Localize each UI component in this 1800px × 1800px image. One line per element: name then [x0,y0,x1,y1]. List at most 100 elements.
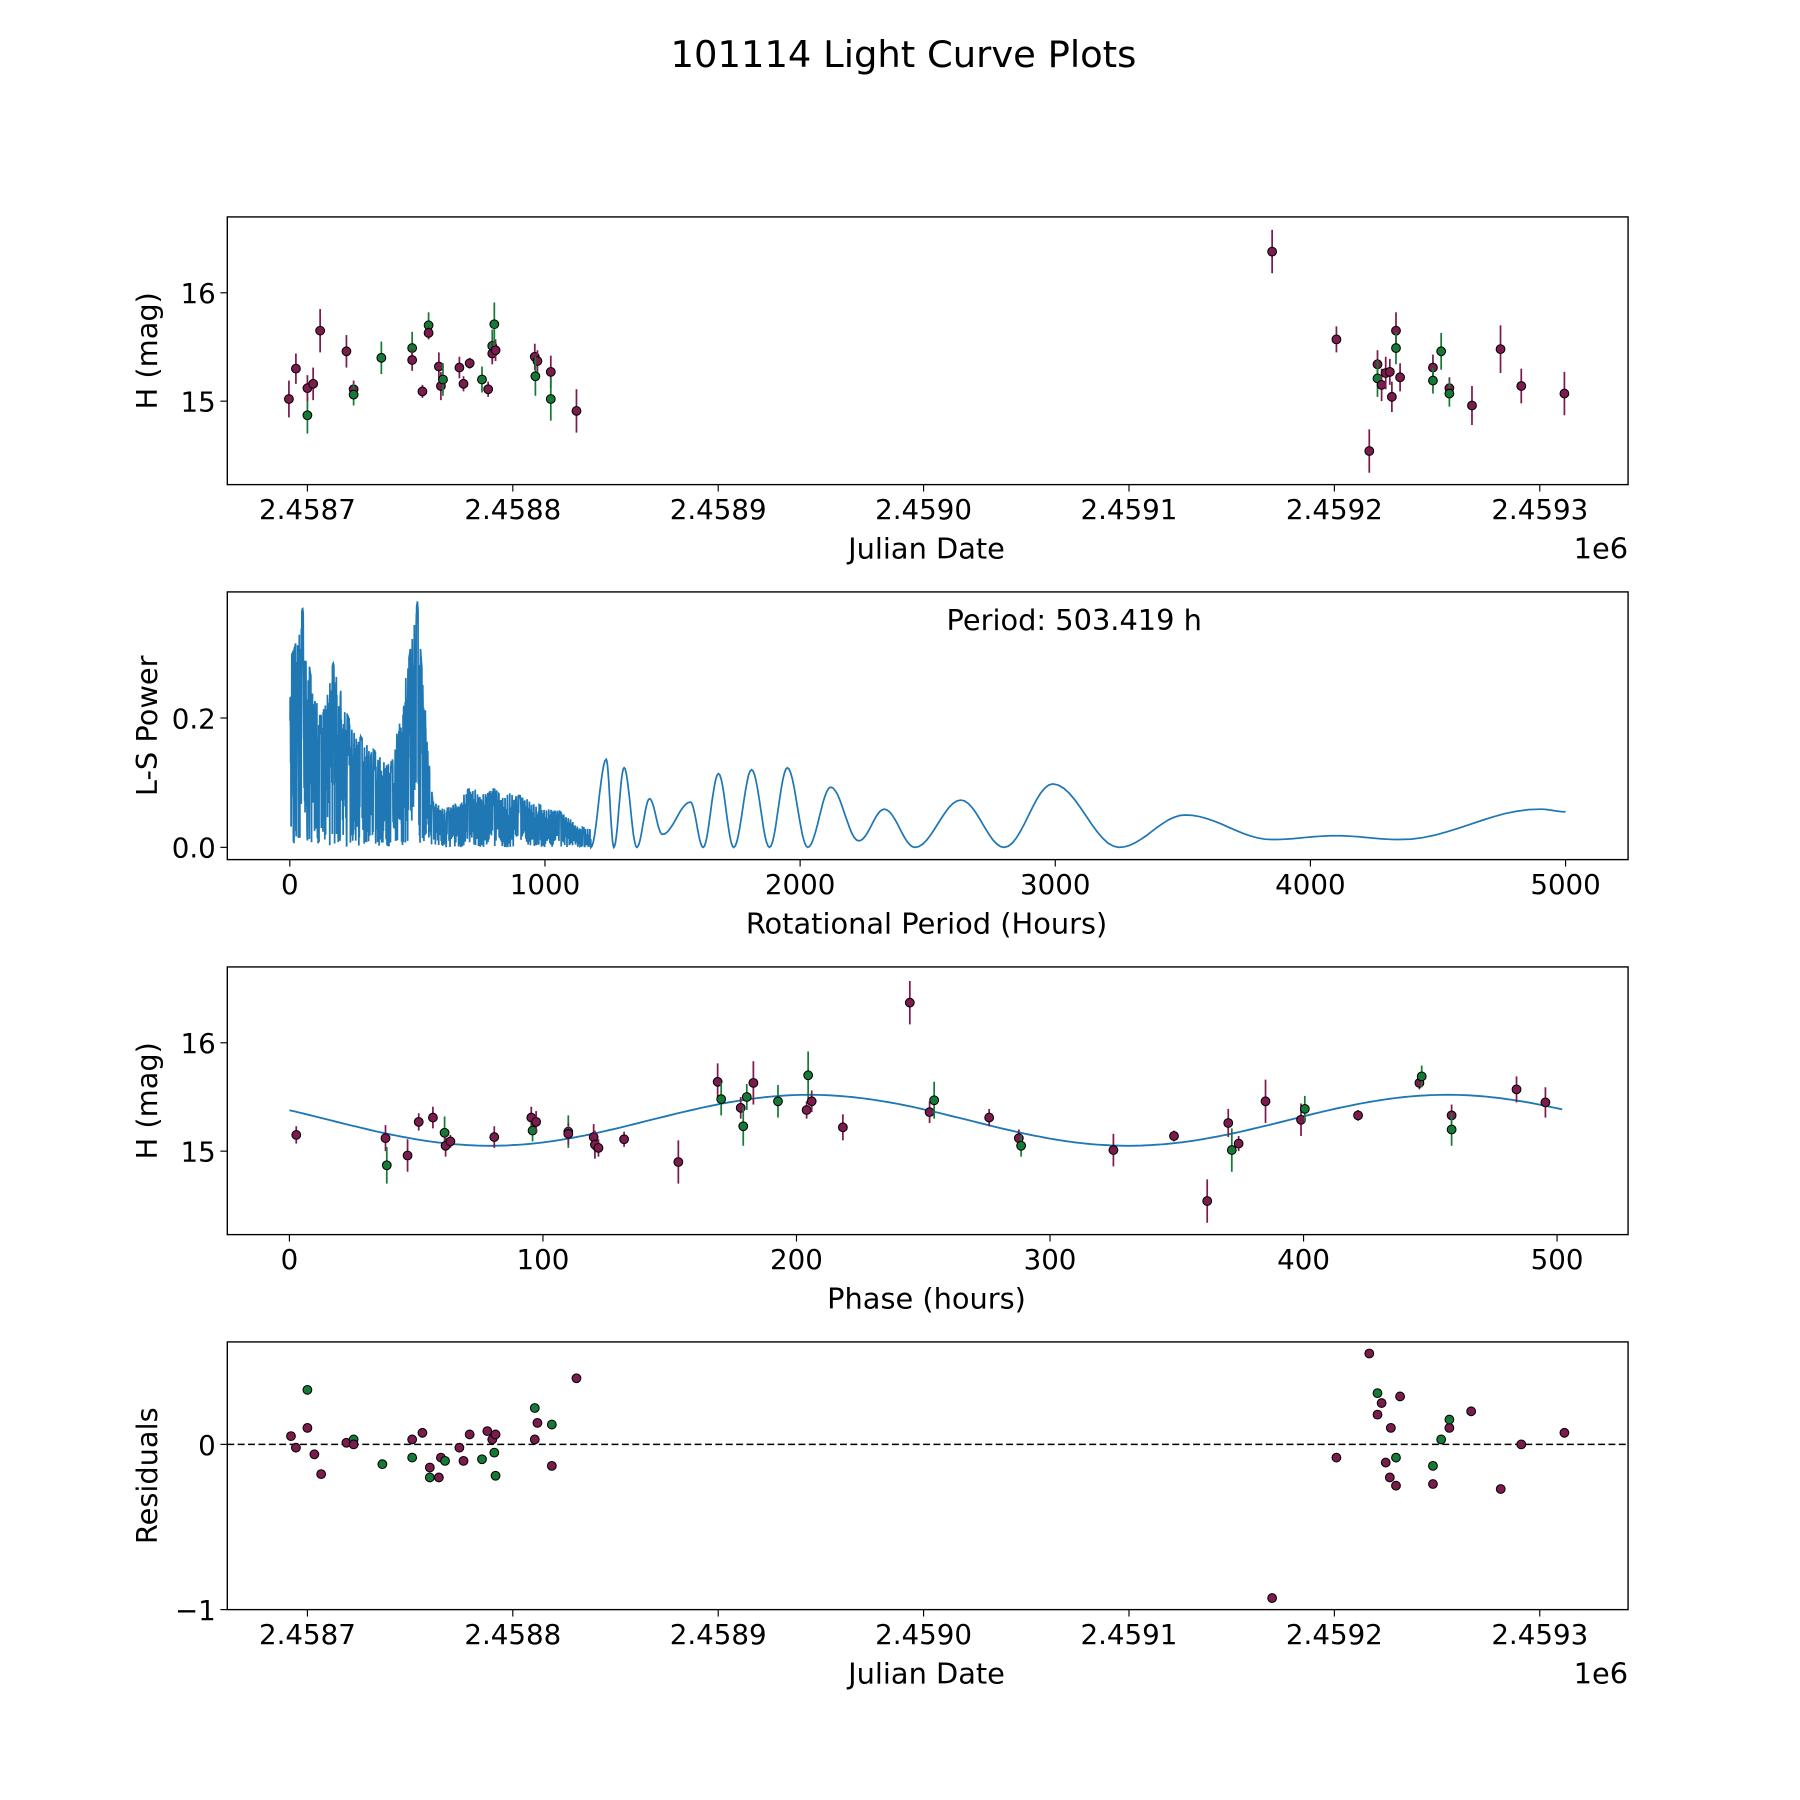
data-point [302,410,313,421]
axes-frame [226,966,1629,1236]
x-tick-label: 2.4589 [670,493,767,526]
y-tick-label: 0.0 [172,832,216,865]
y-axis-label: L-S Power [130,655,164,796]
data-point [1466,1406,1477,1417]
data-point [1364,446,1375,456]
x-axis-label: Rotational Period (Hours) [746,906,1107,940]
data-point [424,1472,435,1483]
data-point [348,389,359,400]
data-point [1376,1398,1387,1408]
data-point [464,1429,475,1440]
x-offset-label: 1e6 [1574,531,1628,565]
data-point [1495,344,1506,355]
plot-area [284,229,1570,473]
data-point [803,1070,814,1081]
data-point [748,1077,759,1088]
data-point [291,363,301,374]
x-tick-label: 2.4588 [464,493,561,526]
data-point [806,1096,817,1107]
x-tick-label: 2.4593 [1491,493,1588,526]
x-tick-label: 400 [1277,1243,1330,1276]
x-tick-label: 300 [1024,1243,1077,1276]
x-offset-label: 1e6 [1574,1656,1628,1690]
data-point [1260,1096,1271,1107]
data-point [1540,1097,1551,1108]
data-point [1384,1472,1395,1483]
data-point [1385,1422,1396,1433]
x-tick-label: 100 [517,1243,570,1276]
light-curve-panel: 2.4587 2.4588 2.4589 2.4590 2.4591 2.4592 2.45… [130,216,1629,565]
data-point [546,1419,557,1430]
data-point [1516,1439,1527,1450]
data-point [924,1107,935,1118]
data-point [477,374,487,385]
data-point [489,319,500,330]
data-point [1372,1409,1383,1420]
data-point [1436,1434,1447,1445]
data-point [1267,246,1278,257]
data-point [1444,1414,1455,1425]
data-point [341,346,352,357]
x-tick-label: 2.4592 [1286,1618,1383,1651]
axes-frame [226,216,1629,486]
data-point [716,1094,727,1105]
data-point [440,1455,450,1466]
data-point [837,1122,848,1133]
data-point [1391,1480,1401,1491]
data-point [673,1157,684,1167]
data-point [309,1449,320,1460]
data-point [433,1472,444,1483]
data-point [563,1128,574,1139]
data-point [439,1127,450,1138]
data-point [1516,381,1527,391]
data-point [1559,1427,1570,1438]
x-tick-label: 500 [1531,1243,1584,1276]
data-point [773,1096,783,1107]
data-point [1108,1145,1119,1155]
phased-curve-panel: 0 100 200 300 400 500 15 16 Phase (hours) H (mag) [130,966,1629,1315]
x-tick-label: 3000 [1020,868,1090,901]
data-point [712,1076,723,1087]
x-tick-label: 2.4590 [875,493,972,526]
x-tick-label: 0 [281,1243,299,1276]
data-point [1372,1388,1383,1399]
data-point [381,1160,392,1171]
data-point [458,1455,469,1466]
data-point [477,1454,487,1465]
data-point [1364,1348,1375,1359]
x-tick-label: 0 [281,868,299,901]
data-point [489,1447,500,1458]
data-point [417,1427,428,1438]
data-point [619,1134,629,1145]
x-tick-label: 2.4593 [1491,1618,1588,1651]
data-point [1511,1084,1522,1095]
data-point [1444,1422,1455,1433]
data-point [489,1132,500,1142]
x-tick-label: 2.4588 [464,1618,561,1651]
data-point [529,1403,540,1413]
data-point [377,1459,388,1470]
x-tick-label: 2.4591 [1081,493,1178,526]
data-point [1446,1124,1457,1135]
plot-area [227,1348,1629,1603]
data-point [407,1434,418,1445]
data-point [531,1116,542,1127]
data-point [348,1439,359,1450]
x-axis-label: Julian Date [846,1656,1005,1690]
data-point [1495,1484,1506,1494]
data-point [291,1130,302,1140]
data-point [438,374,448,385]
data-point [741,1092,752,1102]
data-point [417,386,428,397]
data-point [413,1116,424,1127]
x-tick-label: 2.4587 [259,493,356,526]
x-axis-label: Julian Date [846,531,1005,565]
data-point [1226,1145,1237,1155]
data-point [428,1112,438,1123]
x-tick-label: 5000 [1530,868,1600,901]
data-point [402,1150,413,1161]
periodogram-line [289,600,1566,850]
data-point [483,384,494,395]
data-point [1559,388,1570,399]
data-point [1202,1196,1213,1206]
